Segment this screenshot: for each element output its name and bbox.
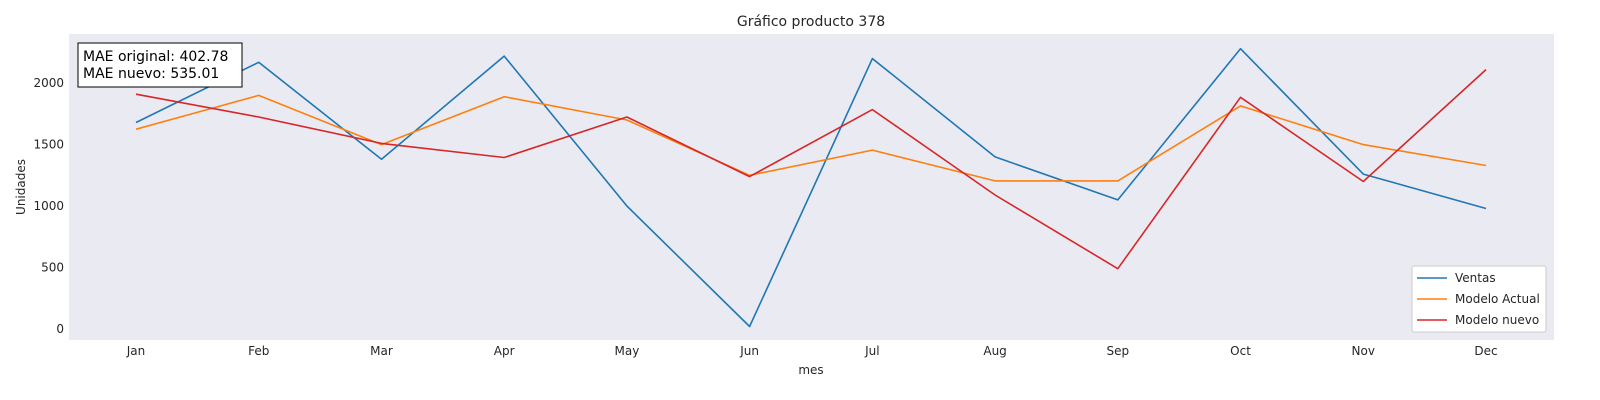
x-tick-label-jul: Jul xyxy=(864,344,879,358)
y-axis-title: Unidades xyxy=(14,159,28,215)
x-tick-label-sep: Sep xyxy=(1107,344,1130,358)
x-tick-label-feb: Feb xyxy=(248,344,269,358)
x-tick-label-jun: Jun xyxy=(739,344,759,358)
x-tick-label-apr: Apr xyxy=(494,344,515,358)
mae-nuevo-label: MAE nuevo: 535.01 xyxy=(83,66,219,82)
x-tick-label-mar: Mar xyxy=(370,344,393,358)
legend: Ventas Modelo Actual Modelo nuevo xyxy=(1411,265,1547,333)
series-line-2 xyxy=(135,69,1487,270)
x-tick-label-aug: Aug xyxy=(983,344,1006,358)
chart-title: Gráfico producto 378 xyxy=(737,14,885,30)
y-tick-label-500: 500 xyxy=(41,260,64,274)
x-tick-label-dec: Dec xyxy=(1474,344,1497,358)
x-tick-label-nov: Nov xyxy=(1352,344,1375,358)
mae-annotation-box: MAE original: 402.78 MAE nuevo: 535.01 xyxy=(77,42,243,88)
y-tick-label-0: 0 xyxy=(56,322,64,336)
x-tick-label-may: May xyxy=(615,344,640,358)
mae-annotation-frame xyxy=(77,42,243,88)
mae-original-label: MAE original: 402.78 xyxy=(83,49,228,65)
legend-label-2: Modelo nuevo xyxy=(1455,313,1539,327)
y-tick-labels: 0 500 1000 1500 2000 xyxy=(33,76,64,336)
y-tick-label-1500: 1500 xyxy=(33,138,64,152)
x-tick-label-jan: Jan xyxy=(126,344,146,358)
y-tick-label-1000: 1000 xyxy=(33,199,64,213)
x-tick-label-oct: Oct xyxy=(1230,344,1251,358)
x-axis-title: mes xyxy=(798,363,823,377)
x-tick-labels: Jan Feb Mar Apr May Jun Jul Aug Sep Oct Nov Dec xyxy=(126,344,1498,358)
legend-frame xyxy=(1411,265,1547,333)
series-line-0 xyxy=(135,47,1487,328)
legend-label-1: Modelo Actual xyxy=(1455,292,1540,306)
y-tick-label-2000: 2000 xyxy=(33,76,64,90)
plot-area xyxy=(69,34,1554,340)
series-line-1 xyxy=(135,94,1487,182)
legend-label-0: Ventas xyxy=(1455,271,1496,285)
series-lines xyxy=(135,47,1487,328)
